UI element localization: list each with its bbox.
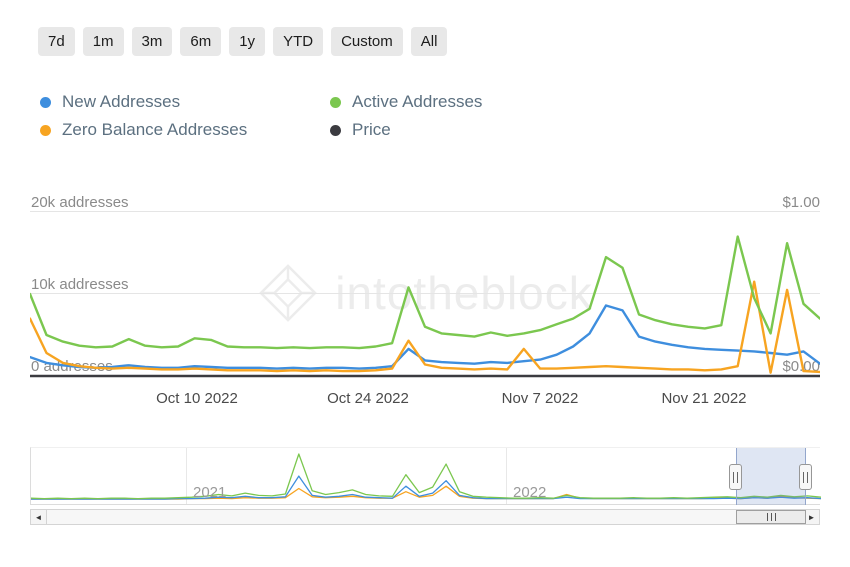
legend-dot — [330, 124, 341, 136]
legend-label: Price — [352, 120, 391, 139]
y-axis-label-10k: 10k addresses — [31, 276, 129, 293]
x-axis-label-oct-10: Oct 10 2022 — [156, 390, 238, 407]
legend-label: Active Addresses — [352, 92, 483, 111]
left-arrow-icon: ◄ — [34, 512, 43, 522]
legend-label: Zero Balance Addresses — [62, 120, 248, 139]
legend-item-zero-balance-addresses[interactable]: Zero Balance Addresses — [40, 120, 330, 140]
y-axis-label-20k: 20k addresses — [31, 194, 129, 211]
legend-item-new-addresses[interactable]: New Addresses — [40, 92, 330, 112]
range-button-custom[interactable]: Custom — [331, 27, 403, 56]
range-button-1m[interactable]: 1m — [82, 27, 124, 56]
x-axis-label-nov-7: Nov 7 2022 — [501, 390, 579, 407]
navigator-year-label-2022: 2022 — [513, 484, 547, 501]
scrollbar-thumb[interactable] — [736, 510, 806, 524]
navigator-handle-right[interactable] — [799, 464, 812, 490]
scrollbar-track[interactable] — [47, 509, 806, 525]
legend-label: New Addresses — [62, 92, 181, 111]
range-button-7d[interactable]: 7d — [38, 27, 75, 56]
navigator-year-divider — [506, 448, 507, 504]
navigator[interactable]: 2021 2022 — [30, 447, 821, 505]
gridline-10k — [30, 293, 820, 294]
legend-dot — [330, 96, 341, 108]
legend-dot — [40, 96, 51, 108]
price-axis-label-max: $1.00 — [782, 194, 820, 211]
legend-item-active-addresses[interactable]: Active Addresses — [330, 92, 482, 112]
range-button-3m[interactable]: 3m — [131, 27, 173, 56]
chart-legend: New Addresses Active Addresses Zero Bala… — [40, 92, 482, 140]
navigator-selected-range[interactable] — [736, 448, 806, 505]
legend-item-price[interactable]: Price — [330, 120, 482, 140]
x-axis-label-nov-21: Nov 21 2022 — [661, 390, 747, 407]
navigator-year-divider — [186, 448, 187, 504]
x-axis-label-oct-24: Oct 24 2022 — [327, 390, 409, 407]
time-range-toolbar: 7d 1m 3m 6m 1y YTD Custom All — [38, 27, 448, 56]
main-chart-plot[interactable] — [30, 200, 820, 378]
scrollbar-grip-icon — [766, 513, 768, 521]
range-button-1y[interactable]: 1y — [229, 27, 266, 56]
range-button-ytd[interactable]: YTD — [273, 27, 324, 56]
scrollbar: ◄ ► — [30, 509, 820, 525]
range-button-all[interactable]: All — [410, 27, 448, 56]
navigator-handle-left[interactable] — [729, 464, 742, 490]
scrollbar-left-arrow[interactable]: ◄ — [30, 509, 47, 525]
navigator-year-label-2021: 2021 — [193, 484, 227, 501]
navigator-minichart[interactable] — [31, 448, 821, 504]
right-arrow-icon: ► — [807, 512, 816, 522]
range-button-6m[interactable]: 6m — [180, 27, 222, 56]
gridline-20k — [30, 211, 820, 212]
legend-dot — [40, 124, 51, 136]
